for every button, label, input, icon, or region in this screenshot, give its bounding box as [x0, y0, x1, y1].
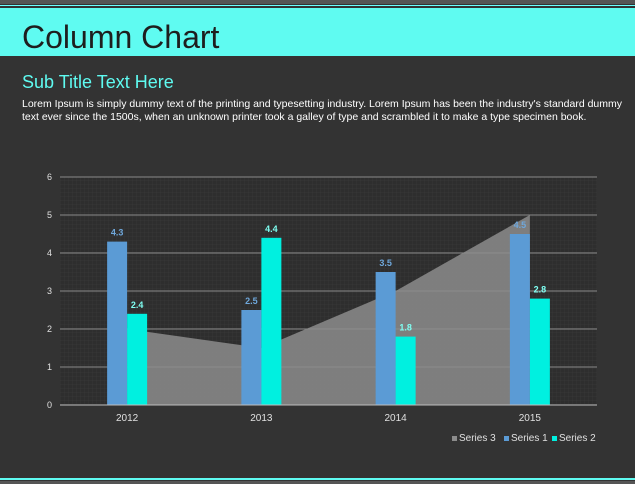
- y-tick-label: 2: [47, 324, 52, 334]
- series-2-data-label: 2.8: [534, 285, 547, 295]
- series-1-data-label: 4.3: [111, 228, 124, 238]
- series-2-data-label: 2.4: [131, 300, 144, 310]
- series-3-area: [127, 215, 530, 405]
- title-bar: Column Chart: [0, 8, 635, 56]
- series-1-bar: [509, 234, 530, 405]
- y-tick-label: 6: [47, 172, 52, 182]
- legend-swatch: [452, 436, 457, 441]
- page-title: Column Chart: [22, 19, 220, 55]
- x-tick-label: 2013: [250, 413, 273, 424]
- y-tick-label: 3: [47, 286, 52, 296]
- series-1-data-label: 3.5: [379, 258, 392, 268]
- series-2-data-label: 4.4: [265, 224, 278, 234]
- legend-entry: Series 3: [459, 433, 496, 444]
- series-1-bar: [107, 241, 128, 405]
- series-2-bar: [529, 298, 550, 405]
- series-2-bar: [395, 336, 416, 405]
- series-2-bar: [127, 313, 148, 405]
- x-tick-label: 2015: [519, 413, 542, 424]
- y-tick-label: 4: [47, 248, 52, 258]
- legend-swatch: [504, 436, 509, 441]
- body-paragraph: Lorem Ipsum is simply dummy text of the …: [22, 98, 623, 123]
- series-1-bar: [375, 272, 396, 405]
- x-tick-label: 2014: [385, 413, 408, 424]
- y-tick-label: 1: [47, 362, 52, 372]
- sub-title: Sub Title Text Here: [22, 72, 174, 92]
- series-1-bar: [241, 310, 262, 405]
- series-1-data-label: 2.5: [245, 296, 258, 306]
- x-tick-label: 2012: [116, 413, 139, 424]
- series-2-bar: [261, 237, 282, 405]
- bottom-divider: [0, 481, 635, 484]
- legend-entry: Series 2: [559, 433, 596, 444]
- top-accent-line: [0, 5, 635, 6]
- legend-entry: Series 1: [511, 433, 548, 444]
- y-tick-label: 5: [47, 210, 52, 220]
- y-tick-label: 0: [47, 400, 52, 410]
- top-divider: [0, 0, 635, 4]
- legend-swatch: [552, 436, 557, 441]
- series-2-data-label: 1.8: [399, 323, 412, 333]
- bottom-accent-line: [0, 478, 635, 480]
- series-1-data-label: 4.5: [514, 220, 527, 230]
